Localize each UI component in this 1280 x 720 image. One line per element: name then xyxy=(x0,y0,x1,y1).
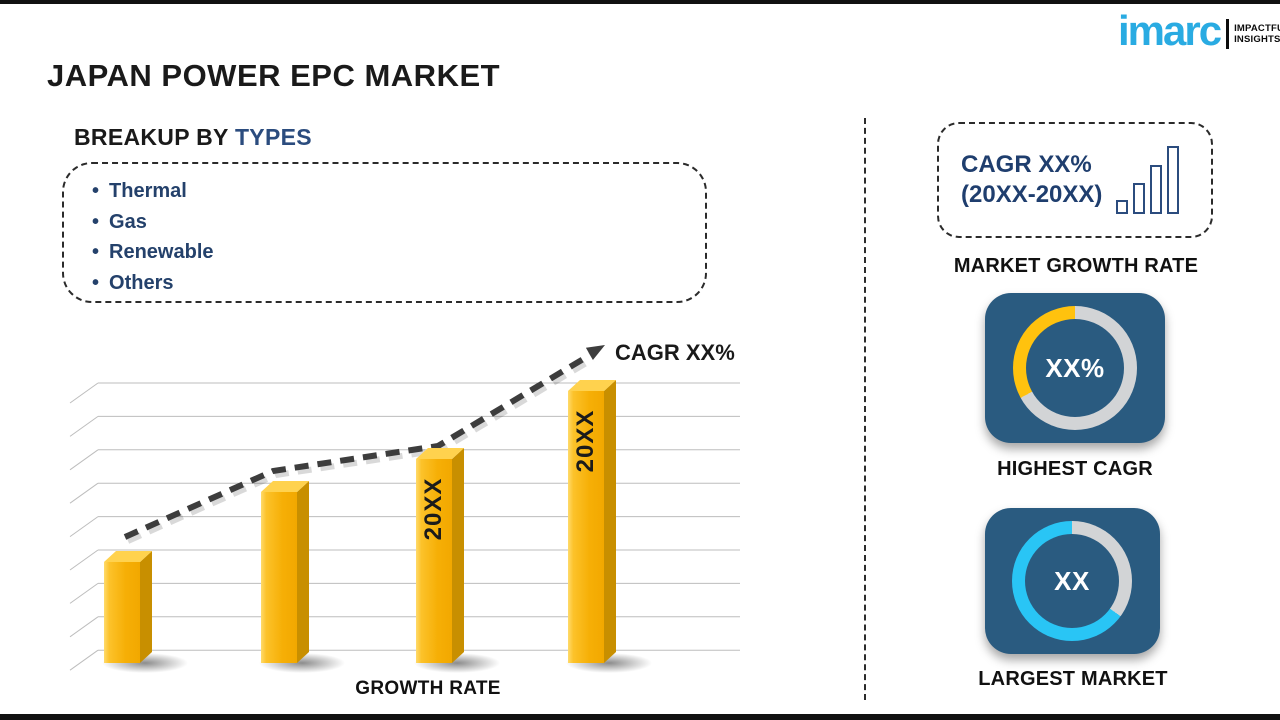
highest-cagr-tile: XX% xyxy=(985,293,1165,443)
bars-layer: 20XX 20XX xyxy=(65,335,755,695)
x-axis-label: GROWTH RATE xyxy=(355,678,501,699)
growth-box-line1: CAGR XX% xyxy=(961,151,1092,178)
vertical-divider xyxy=(864,118,866,700)
growth-box-line2: (20XX-20XX) xyxy=(961,181,1103,208)
highest-cagr-donut-center: XX% xyxy=(1026,319,1124,417)
market-growth-rate-box: CAGR XX% (20XX-20XX) xyxy=(937,122,1213,238)
growth-rate-chart: 20XX 20XX CAGR XX% GROWTH RATE xyxy=(65,335,755,703)
highest-cagr-value: XX% xyxy=(1045,352,1105,383)
bar-label: 20XX xyxy=(420,477,447,541)
types-list: Thermal Gas Renewable Others xyxy=(92,176,705,298)
types-list-item: Thermal xyxy=(92,176,705,207)
types-box: Thermal Gas Renewable Others xyxy=(62,162,707,303)
largest-market-donut: XX xyxy=(1012,521,1132,641)
bar-front-face xyxy=(104,562,140,663)
breakup-heading: BREAKUP BY TYPES xyxy=(74,124,312,151)
bar-side-face xyxy=(297,481,309,663)
trend-arrow-icon xyxy=(585,345,605,360)
logo-divider xyxy=(1226,19,1230,49)
largest-market-caption: LARGEST MARKET xyxy=(978,668,1168,690)
trend-line xyxy=(123,345,605,544)
highest-cagr-donut: XX% xyxy=(1013,306,1137,430)
bar: 20XX xyxy=(566,380,652,673)
logo-tagline-line2: INSIGHTS xyxy=(1234,34,1280,45)
trend-cagr-label: CAGR XX% xyxy=(615,340,735,365)
growth-box-text: CAGR XX% (20XX-20XX) xyxy=(961,150,1102,210)
bar-side-face xyxy=(604,380,616,663)
bar-front-face xyxy=(568,391,604,663)
highest-cagr-caption: HIGHEST CAGR xyxy=(997,458,1153,480)
page-title: JAPAN POWER EPC MARKET xyxy=(47,58,501,93)
largest-market-tile: XX xyxy=(985,508,1160,654)
bar-side-face xyxy=(140,551,152,663)
bar: 20XX xyxy=(414,448,500,673)
bar-label: 20XX xyxy=(572,409,599,473)
types-list-item: Others xyxy=(92,268,705,299)
types-list-item: Renewable xyxy=(92,237,705,268)
bar-front-face xyxy=(416,459,452,663)
types-list-item: Gas xyxy=(92,207,705,238)
bar xyxy=(102,551,188,673)
breakup-heading-prefix: BREAKUP BY xyxy=(74,124,229,150)
top-border xyxy=(0,0,1280,4)
market-growth-rate-caption: MARKET GROWTH RATE xyxy=(953,255,1199,277)
bar-front-face xyxy=(261,492,297,663)
largest-market-value: XX xyxy=(1054,565,1090,596)
largest-market-donut-center: XX xyxy=(1025,534,1119,628)
bar-side-face xyxy=(452,448,464,663)
imarc-logo: imarc IMPACTFUL INSIGHTS xyxy=(1118,10,1280,52)
breakup-heading-highlight: TYPES xyxy=(234,124,312,150)
imarc-logo-wordmark: imarc xyxy=(1118,7,1222,54)
logo-tagline: IMPACTFUL INSIGHTS xyxy=(1234,23,1280,46)
bar xyxy=(259,481,345,673)
rising-bars-icon xyxy=(1116,146,1180,214)
bottom-border xyxy=(0,714,1280,720)
logo-tagline-line1: IMPACTFUL xyxy=(1234,22,1280,34)
